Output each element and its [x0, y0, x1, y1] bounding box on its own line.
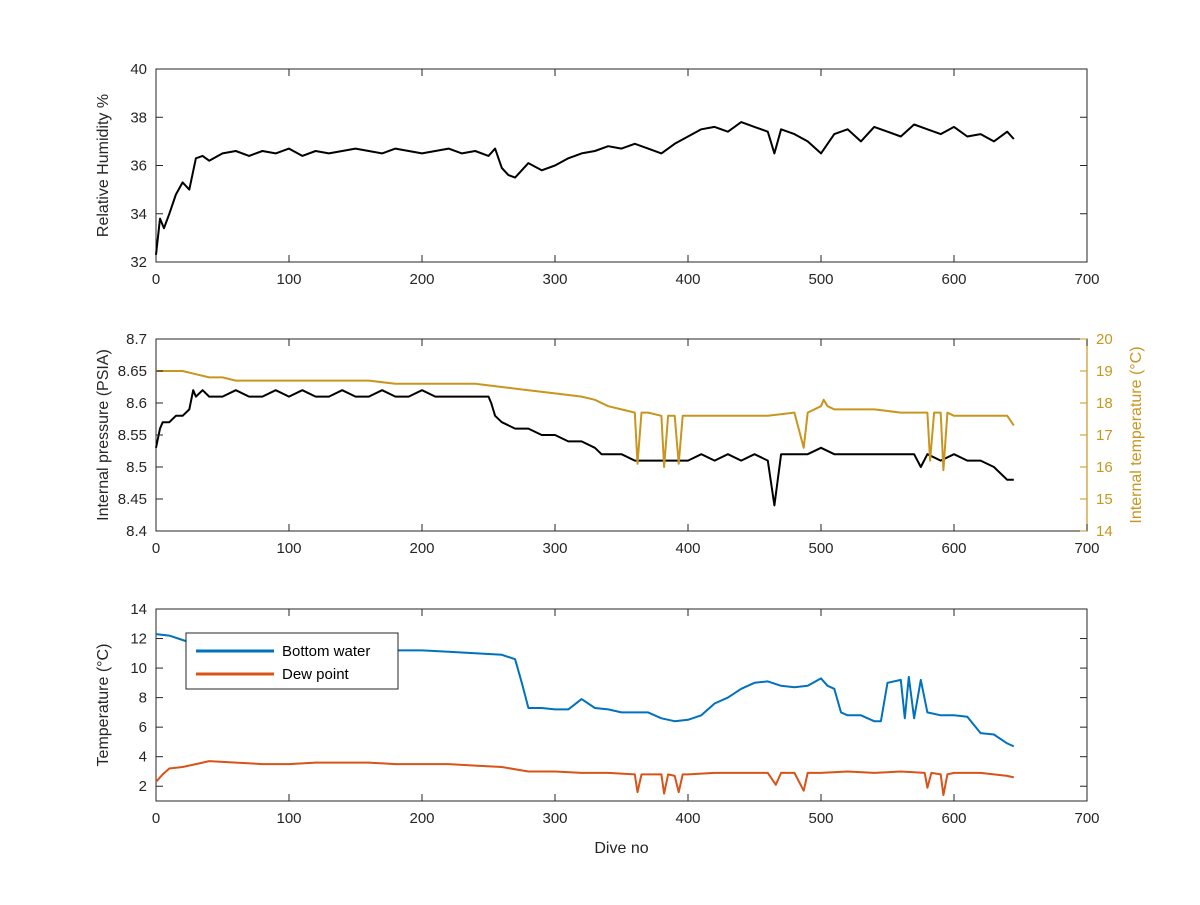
y-right-tick-label: 14: [1096, 523, 1113, 540]
y-right-tick-label: 17: [1096, 427, 1113, 444]
y-tick-label: 8.4: [126, 523, 147, 540]
x-tick-label: 700: [1074, 540, 1099, 557]
y-tick-label: 8.45: [118, 491, 147, 508]
x-tick-label: 100: [276, 810, 301, 827]
x-tick-label: 100: [276, 271, 301, 288]
x-tick-label: 100: [276, 540, 301, 557]
x-tick-label: 500: [808, 810, 833, 827]
axes-box: [155, 68, 1088, 263]
x-tick-label: 200: [409, 810, 434, 827]
x-tick-label: 500: [808, 271, 833, 288]
series-line-2-1: [155, 389, 1014, 507]
x-tick-label: 400: [675, 540, 700, 557]
y-tick-label: 8: [139, 690, 147, 707]
x-tick-label: 600: [941, 810, 966, 827]
x-tick-label: 300: [542, 271, 567, 288]
y-tick-label: 4: [139, 749, 147, 766]
y-right-tick-label: 20: [1096, 331, 1113, 348]
legend-label: Dew point: [282, 666, 350, 683]
y-right-tick-label: 16: [1096, 459, 1113, 476]
axes-box: [155, 338, 1088, 532]
y-right-tick-label: 15: [1096, 491, 1113, 508]
y-tick-label: 8.6: [126, 395, 147, 412]
x-tick-label: 600: [941, 540, 966, 557]
y-tick-label: 8.65: [118, 363, 147, 380]
y-tick-label: 36: [130, 158, 147, 175]
y-tick-label: 8.55: [118, 427, 147, 444]
legend-label: Bottom water: [282, 643, 370, 660]
y-tick-label: 8.5: [126, 459, 147, 476]
y-tick-label: 32: [130, 254, 147, 271]
x-tick-label: 0: [152, 271, 160, 288]
series-line-2-2: [156, 370, 1015, 472]
x-tick-label: 300: [542, 810, 567, 827]
subplot-3: 0 100 200 300 400 500 600 700 2 4 6 8 10 12 14 Temperat…: [95, 601, 1100, 857]
y-tick-label: 10: [130, 660, 147, 677]
series-line-3-2: [155, 760, 1015, 797]
x-tick-label: 700: [1074, 271, 1099, 288]
y-tick-label: 34: [130, 206, 147, 223]
x-tick-label: 300: [542, 540, 567, 557]
x-tick-label: 0: [152, 810, 160, 827]
y-axis-label: Temperature (°C): [95, 644, 112, 767]
y-tick-label: 8.7: [126, 331, 147, 348]
subplot-1: 0 100 200 300 400 500 600 700 32 34 36 38 40 Relative…: [95, 61, 1100, 288]
x-tick-label: 200: [409, 271, 434, 288]
y-axis-label: Relative Humidity %: [95, 94, 112, 237]
x-tick-label: 600: [941, 271, 966, 288]
y-right-axis-label: Internal temperature (°C): [1128, 346, 1145, 523]
x-tick-label: 0: [152, 540, 160, 557]
y-right-tick-label: 18: [1096, 395, 1113, 412]
y-right-tick-label: 19: [1096, 363, 1113, 380]
series-line-1-1: [155, 121, 1015, 255]
y-tick-label: 12: [130, 631, 147, 648]
y-tick-label: 38: [130, 109, 147, 126]
x-tick-label: 700: [1074, 810, 1099, 827]
y-tick-label: 14: [130, 601, 147, 618]
x-tick-label: 500: [808, 540, 833, 557]
legend-box: [185, 632, 399, 690]
subplot-2: 0 100 200 300 400 500 600 700 8.4 8.45 8.5 8.55 8.6 8…: [95, 331, 1145, 557]
x-tick-label: 400: [675, 810, 700, 827]
y-tick-label: 6: [139, 719, 147, 736]
x-axis-label: Dive no: [594, 840, 648, 857]
y-tick-label: 2: [139, 778, 147, 795]
x-tick-label: 200: [409, 540, 434, 557]
y-axis-label: Internal pressure (PSIA): [95, 349, 112, 521]
x-tick-label: 400: [675, 271, 700, 288]
y-tick-label: 40: [130, 61, 147, 78]
